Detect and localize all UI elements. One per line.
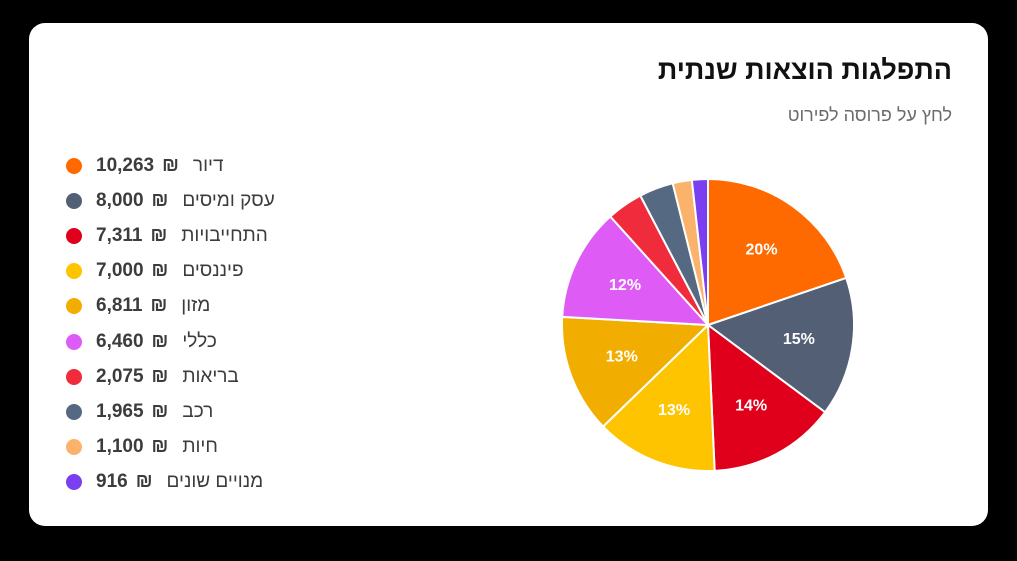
pie-slice[interactable] [690,177,709,326]
legend-item[interactable]: 7,000 ₪ פיננסים [66,254,366,289]
legend-item[interactable]: 7,311 ₪ התחייבויות [66,218,366,253]
pie-slice[interactable] [707,177,848,327]
slice-percent-label: 12% [609,277,641,294]
legend-swatch [66,333,82,350]
pie-slice[interactable] [706,322,827,472]
chart-title: התפלגות הוצאות שנתית [657,55,952,85]
legend-currency: ₪ [162,154,179,176]
legend-swatch [66,157,82,174]
pie-slice[interactable] [705,276,855,414]
legend-swatch [66,192,82,209]
legend-label: חיות [182,436,218,458]
legend-item[interactable]: 10,263 ₪ דיור [66,148,366,183]
legend-currency: ₪ [150,295,168,317]
legend-amount: 1,965 [96,400,144,422]
pie-slice[interactable] [561,215,711,327]
slice-percent-label: 14% [735,398,767,415]
legend-currency: ₪ [135,471,153,493]
legend-amount: 2,075 [96,365,144,387]
legend-currency: ₪ [151,400,169,422]
legend-swatch [66,263,82,280]
legend-item[interactable]: 1,965 ₪ רכב [66,394,366,429]
legend-label: מזון [181,295,211,317]
legend-amount: 10,263 [96,154,155,176]
chart-subtitle: לחץ על פרוסה לפירוט [787,105,952,125]
legend-currency: ₪ [151,436,169,458]
legend-currency: ₪ [151,189,169,211]
slice-percent-label: 20% [746,242,778,259]
legend-amount: 6,811 [96,295,143,317]
legend-item[interactable]: 916 ₪ מנויים שונים [66,465,366,500]
legend-label: בריאות [182,365,239,387]
legend-swatch [66,439,82,456]
legend-currency: ₪ [151,365,169,387]
legend-amount: 8,000 [96,189,144,211]
legend-amount: 1,100 [96,436,144,458]
legend-amount: 6,460 [96,330,144,352]
legend-swatch [66,474,82,491]
legend-label: רכב [182,400,214,422]
chart-legend: 10,263 ₪ דיור 8,000 ₪ עסק ומיסים 7,311 ₪ התחייבו… [66,148,366,500]
slice-percent-label: 13% [606,349,638,366]
legend-item[interactable]: 2,075 ₪ בריאות [66,359,366,394]
legend-swatch [66,227,82,244]
legend-currency: ₪ [151,330,169,352]
legend-amount: 7,000 [96,260,144,282]
legend-amount: 916 [96,471,128,493]
legend-item[interactable]: 8,000 ₪ עסק ומיסים [66,183,366,218]
pie-slice[interactable] [601,322,716,472]
legend-swatch [66,368,82,385]
slice-percent-label: 13% [658,402,690,419]
legend-amount: 7,311 [96,224,143,246]
legend-label: עסק ומיסים [182,189,275,211]
slice-percent-label: 15% [783,331,815,348]
legend-currency: ₪ [151,260,169,282]
legend-label: כללי [182,330,217,352]
legend-swatch [66,403,82,420]
legend-label: פיננסים [182,260,244,282]
legend-label: דיור [192,154,224,176]
legend-item[interactable]: 6,811 ₪ מזון [66,289,366,324]
legend-label: התחייבויות [181,224,268,246]
legend-label: מנויים שונים [166,471,264,493]
pie-slice[interactable] [561,315,711,428]
legend-item[interactable]: 1,100 ₪ חיות [66,430,366,465]
legend-currency: ₪ [150,224,168,246]
legend-item[interactable]: 6,460 ₪ כללי [66,324,366,359]
legend-swatch [66,298,82,315]
